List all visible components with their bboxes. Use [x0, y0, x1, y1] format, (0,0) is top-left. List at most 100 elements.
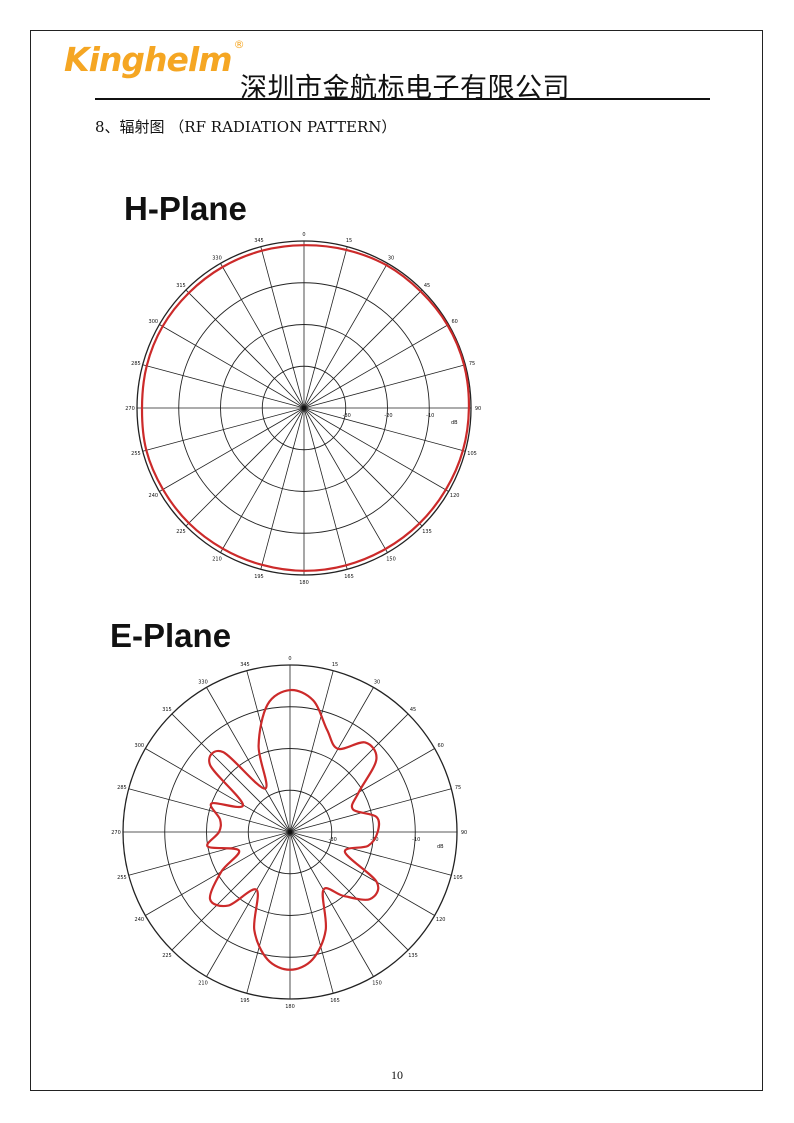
e-plane-spoke — [145, 748, 291, 833]
h-plane-pattern-curve — [140, 244, 471, 572]
h-plane-angle-label: 0 — [302, 232, 305, 238]
e-plane-spoke — [128, 831, 291, 876]
h-plane-polar-chart: 0 15 30 45 60 75 90 105 120 135 150 165 180 195 210 225… — [125, 232, 481, 586]
h-plane-radial-label: -20 — [384, 413, 392, 419]
e-plane-spoke — [289, 831, 435, 916]
e-plane-angle-label: 120 — [436, 917, 446, 923]
h-plane-angle-label: 195 — [254, 574, 264, 580]
e-plane-angle-label: 345 — [240, 662, 250, 668]
h-plane-grid — [136, 240, 472, 576]
h-plane-angle-label: 315 — [176, 283, 186, 289]
e-plane-angle-label: 150 — [372, 981, 382, 987]
e-plane-spoke — [246, 831, 291, 994]
h-plane-spoke — [303, 364, 466, 409]
h-plane-angle-label: 135 — [422, 529, 432, 535]
e-plane-angle-label: 15 — [332, 662, 338, 668]
e-plane-angle-label: 255 — [117, 875, 127, 881]
h-plane-spoke — [142, 364, 305, 409]
h-plane-angle-label: 30 — [388, 255, 394, 261]
h-plane-angle-label: 15 — [346, 238, 352, 244]
e-plane-angle-label: 225 — [162, 953, 172, 959]
e-plane-pattern-curve — [206, 688, 381, 971]
e-plane-radial-label: -30 — [329, 837, 337, 843]
h-plane-angle-label: 285 — [131, 361, 141, 367]
h-plane-spoke — [142, 407, 305, 452]
h-plane-spoke — [303, 407, 449, 492]
h-plane-spoke — [185, 289, 305, 409]
e-plane-angle-label: 180 — [285, 1004, 295, 1010]
h-plane-spoke — [303, 407, 466, 452]
h-plane-angle-label: 270 — [125, 406, 135, 412]
h-plane-spoke — [220, 263, 305, 409]
kinghelm-logo: Kinghelm ® — [64, 38, 245, 79]
e-plane-spoke — [128, 788, 291, 833]
e-plane-angle-label: 165 — [330, 998, 340, 1004]
e-plane-spoke — [171, 713, 291, 833]
e-plane-unit-label: dB — [437, 844, 444, 850]
h-plane-angle-label: 105 — [467, 451, 477, 457]
e-plane-angle-label: 285 — [117, 785, 127, 791]
h-plane-angle-label: 165 — [344, 574, 354, 580]
e-plane-angle-label: 0 — [288, 656, 291, 662]
e-plane-angle-label: 75 — [455, 785, 461, 791]
e-plane-spoke — [246, 670, 291, 833]
e-plane-angle-label: 240 — [135, 917, 145, 923]
e-plane-spoke — [171, 831, 291, 951]
e-plane-angle-label: 330 — [198, 679, 208, 685]
e-plane-spoke — [289, 831, 374, 977]
e-plane-center-dot — [288, 830, 292, 834]
e-plane-radial-label: -10 — [412, 837, 420, 843]
e-plane-angle-label: 105 — [453, 875, 463, 881]
h-plane-spoke — [303, 289, 423, 409]
e-plane-title: E-Plane — [110, 617, 232, 654]
e-plane-spoke — [289, 831, 409, 951]
h-plane-angle-label: 330 — [212, 255, 222, 261]
e-plane-spoke — [206, 831, 291, 977]
h-plane-angle-label: 255 — [131, 451, 141, 457]
h-plane-unit-label: dB — [451, 420, 458, 426]
page-number: 10 — [391, 1068, 403, 1082]
h-plane-angle-label: 60 — [452, 319, 458, 325]
e-plane-angle-label: 270 — [111, 830, 121, 836]
h-plane-spoke — [303, 263, 388, 409]
e-plane-angle-label: 195 — [240, 998, 250, 1004]
e-plane-angle-label: 60 — [438, 743, 444, 749]
h-plane-spoke — [303, 407, 423, 527]
e-plane-angle-label: 30 — [374, 679, 380, 685]
e-plane-polar-chart: 0 15 30 45 60 75 90 105 120 135 150 165 180 195 210 225… — [111, 656, 467, 1010]
h-plane-spoke — [260, 246, 305, 409]
h-plane-spoke — [260, 407, 305, 570]
h-plane-angle-label: 210 — [212, 557, 222, 563]
page-border — [30, 30, 763, 1091]
h-plane-angle-label: 345 — [254, 238, 264, 244]
h-plane-angle-label: 75 — [469, 361, 475, 367]
e-plane-spoke — [289, 713, 409, 833]
h-plane-angle-label: 45 — [424, 283, 430, 289]
e-plane-angle-label: 90 — [461, 830, 467, 836]
h-plane-spoke — [159, 324, 305, 409]
h-plane-spoke — [220, 407, 305, 553]
h-plane-spoke — [303, 246, 348, 409]
header-rule — [95, 98, 710, 100]
h-plane-angle-label: 150 — [386, 557, 396, 563]
e-plane-spoke — [289, 788, 452, 833]
e-plane-angle-label: 135 — [408, 953, 418, 959]
h-plane-spoke — [185, 407, 305, 527]
e-plane-spoke — [145, 831, 291, 916]
h-plane-angle-label: 120 — [450, 493, 460, 499]
e-plane-angle-label: 300 — [135, 743, 145, 749]
e-plane-angle-label: 315 — [162, 707, 172, 713]
e-plane-grid — [122, 664, 458, 1000]
h-plane-radial-label: -10 — [426, 413, 434, 419]
e-plane-spoke — [206, 687, 291, 833]
h-plane-angle-label: 90 — [475, 406, 481, 412]
h-plane-radial-label: -30 — [343, 413, 351, 419]
e-plane-angle-label: 45 — [410, 707, 416, 713]
e-plane-spoke — [289, 748, 435, 833]
logo-text: Kinghelm — [64, 40, 233, 79]
h-plane-spoke — [159, 407, 305, 492]
h-plane-angle-label: 225 — [176, 529, 186, 535]
h-plane-spoke — [303, 407, 348, 570]
h-plane-title: H-Plane — [124, 190, 247, 227]
h-plane-angle-label: 180 — [299, 580, 309, 586]
